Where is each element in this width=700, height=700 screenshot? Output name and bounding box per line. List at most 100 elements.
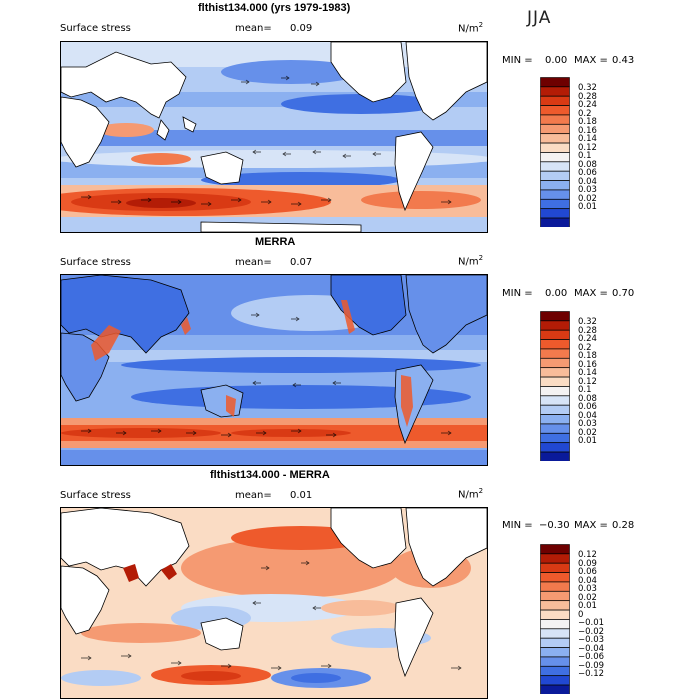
scale-tick: 0.01 [578,202,597,212]
color-scale-1-labels: 0.32 0.28 0.24 0.2 0.18 0.16 0.14 0.12 0… [578,84,618,212]
scale-tick: 0.18 [578,117,597,127]
scale-swatch [540,442,570,453]
scale-swatch [540,124,570,134]
scale-swatch [540,395,570,406]
scale-tick: 0.06 [578,168,597,178]
scale-tick: 0.1 [578,151,592,161]
scale-swatch [540,581,570,592]
max-value: 0.43 [612,55,635,66]
scale-swatch [540,339,570,350]
scale-tick: 0.06 [578,402,597,412]
scale-swatch [540,208,570,219]
scale-swatch [540,161,570,172]
scale-swatch [540,637,570,648]
scale-tick: 0.12 [578,550,597,560]
scale-swatch [540,675,570,686]
scale-swatch [540,572,570,583]
scale-swatch [540,609,570,620]
scale-swatch [540,544,570,554]
scale-tick: 0.02 [578,193,597,204]
scale-swatch [540,170,570,181]
unit-label: N/m2 [458,254,484,268]
mean-label: mean= [235,257,272,268]
scale-swatch [540,152,570,162]
scale-swatch [540,133,570,144]
scale-tick: 0.32 [578,317,597,327]
scale-swatch [540,376,570,387]
scale-swatch [540,329,570,340]
scale-tick: 0.03 [578,419,597,429]
surface-stress-map [60,274,488,466]
color-scale-2-swatches [540,311,570,461]
unit-label: N/m2 [458,487,484,501]
color-scale-3 [540,544,570,694]
scale-tick: 0.04 [578,410,597,421]
scale-tick: 0.2 [578,342,592,353]
min-value: 0.00 [545,55,568,66]
scale-swatch [540,423,570,434]
scale-swatch [540,217,570,227]
scale-tick: 0.14 [578,134,597,144]
scale-swatch [540,619,570,629]
scale-tick: 0.02 [578,592,597,603]
scale-swatch [540,348,570,359]
mean-label: mean= [235,23,272,34]
scale-swatch [540,95,570,106]
max-label: MAX = [574,55,608,66]
surface-stress-map [60,41,488,233]
color-scale-3-labels: 0.12 0.09 0.06 0.04 0.03 0.02 0.01 0 −0.… [578,551,622,679]
scale-tick: 0.02 [578,427,597,438]
scale-tick: −0.02 [578,626,605,637]
color-scale-1-swatches [540,77,570,227]
max-label: MAX = [574,520,608,531]
scale-tick: 0 [578,609,584,620]
scale-swatch [540,684,570,694]
scale-swatch [540,114,570,125]
min-value: 0.00 [545,288,568,299]
scale-tick: 0.12 [578,376,597,387]
scale-swatch [540,386,570,396]
scale-tick: 0.2 [578,108,592,119]
scale-swatch [540,591,570,601]
scale-tick: 0.06 [578,567,597,577]
scale-tick: 0.24 [578,100,597,110]
scale-swatch [540,180,570,191]
scale-tick: 0.14 [578,368,597,378]
scale-swatch [540,189,570,200]
variable-label: Surface stress [60,490,131,501]
color-scale-2-labels: 0.32 0.28 0.24 0.2 0.18 0.16 0.14 0.12 0… [578,318,618,446]
scale-swatch [540,414,570,425]
color-scale-2 [540,311,570,461]
scale-swatch [540,656,570,667]
scale-tick: −0.03 [578,635,605,645]
min-value: −0.30 [539,520,570,531]
scale-tick: 0.03 [578,584,597,594]
scale-tick: 0.04 [578,575,597,586]
scale-tick: −0.09 [578,660,605,671]
scale-swatch [540,666,570,676]
scale-tick: 0.04 [578,176,597,187]
scale-tick: 0.01 [578,436,597,446]
scale-tick: 0.16 [578,125,597,136]
max-value: 0.28 [612,520,635,531]
scale-swatch [540,628,570,639]
scale-tick: 0.08 [578,393,597,404]
variable-label: Surface stress [60,257,131,268]
panel-title: flthist134.000 - MERRA [210,469,330,481]
scale-swatch [540,647,570,658]
map-canvas [61,275,487,465]
scale-tick: 0.32 [578,83,597,93]
scale-swatch [540,358,570,368]
scale-swatch [540,367,570,378]
scale-tick: −0.06 [578,652,605,662]
scale-tick: 0.08 [578,159,597,170]
min-label: MIN = [502,288,533,299]
scale-swatch [540,86,570,97]
scale-tick: 0.1 [578,385,592,395]
panel-title: MERRA [255,236,296,248]
scale-tick: −0.01 [578,618,605,628]
scale-tick: 0.18 [578,351,597,361]
scale-swatch [540,105,570,116]
surface-stress-difference-map [60,507,488,699]
min-label: MIN = [502,55,533,66]
